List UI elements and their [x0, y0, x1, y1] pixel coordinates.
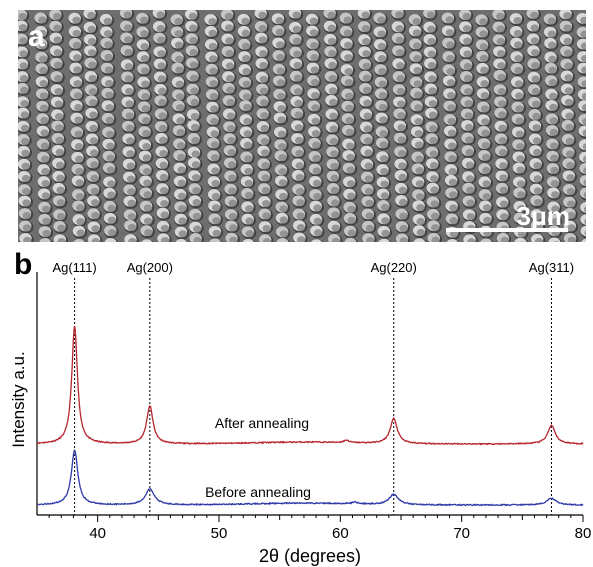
- sem-micrograph: a 3μm: [18, 10, 586, 242]
- series-label-after-annealing: After annealing: [215, 415, 309, 431]
- x-tick-label: 70: [453, 525, 470, 542]
- panel-letter-a: a: [28, 20, 45, 53]
- x-tick-label: 80: [575, 525, 592, 542]
- x-tick-label: 40: [89, 525, 106, 542]
- sem-texture: [18, 10, 586, 242]
- peak-marker-label: Ag(111): [52, 260, 96, 275]
- scale-bar: [446, 228, 568, 232]
- panel-letter-b: b: [14, 248, 33, 281]
- series-line-after-annealing: [36, 325, 584, 446]
- x-tick-label: 50: [211, 525, 228, 542]
- y-axis-title: Intensity a.u.: [9, 351, 28, 447]
- series-line-before-annealing: [36, 449, 584, 507]
- x-tick-label: 60: [332, 525, 349, 542]
- x-axis-title: 2θ (degrees): [259, 546, 361, 566]
- peak-marker-label: Ag(200): [127, 260, 173, 275]
- peak-marker-label: Ag(311): [529, 260, 574, 275]
- peak-marker-label: Ag(220): [371, 260, 417, 275]
- xrd-chart: 40 50 60 70 80 2θ (degrees) Intensity a.u. Ag(1…: [9, 260, 592, 566]
- series-label-before-annealing: Before annealing: [205, 484, 311, 500]
- scale-bar-label: 3μm: [516, 201, 571, 231]
